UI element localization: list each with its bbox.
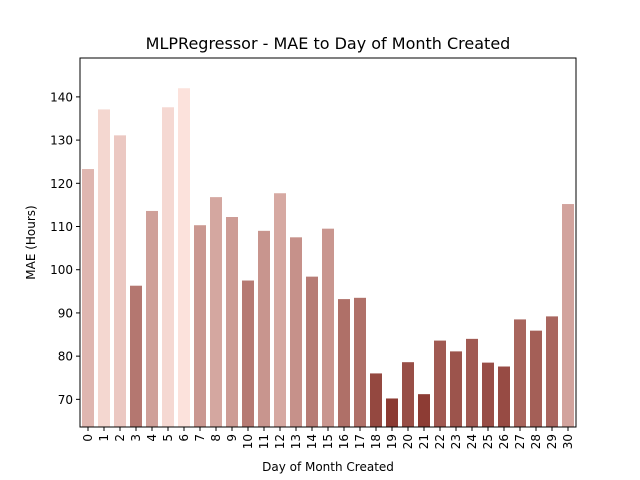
x-tick-label: 6 (177, 434, 191, 442)
bar-day-19 (386, 398, 398, 427)
x-tick-label: 21 (417, 434, 431, 449)
x-tick-label: 24 (465, 434, 479, 449)
x-tick-label: 27 (513, 434, 527, 449)
bar-day-2 (114, 135, 126, 428)
x-tick-label: 23 (449, 434, 463, 449)
x-tick-label: 30 (561, 434, 575, 449)
y-tick-label: 120 (50, 177, 73, 191)
bar-day-12 (274, 193, 286, 427)
bar-day-11 (258, 230, 270, 427)
bar-day-27 (514, 319, 526, 427)
x-tick-label: 19 (385, 434, 399, 449)
x-tick-label: 13 (289, 434, 303, 449)
bar-day-14 (306, 276, 318, 427)
bar-day-1 (98, 109, 110, 427)
x-tick-label: 14 (305, 434, 319, 449)
x-tick-label: 29 (545, 434, 559, 449)
bar-day-13 (290, 237, 302, 427)
bar-day-10 (242, 280, 254, 427)
x-tick-label: 11 (257, 434, 271, 449)
y-tick-label: 110 (50, 220, 73, 234)
x-tick-label: 12 (273, 434, 287, 449)
bar-day-21 (418, 394, 430, 427)
bar-day-4 (146, 210, 158, 427)
x-tick-label: 1 (97, 434, 111, 442)
x-axis-label: Day of Month Created (262, 460, 394, 474)
y-tick-label: 130 (50, 134, 73, 148)
bar-day-15 (322, 228, 334, 427)
x-axis: 0 1 2 3 4 5 6 7 8 9 10 11 12 13 14 15 16 17 18 19 20 21 22 23 24… (81, 427, 575, 449)
y-axis-label: MAE (Hours) (24, 205, 38, 279)
y-tick-label: 140 (50, 90, 73, 104)
y-axis: 70 80 90 100 110 120 130 140 (50, 90, 80, 407)
bar-day-9 (226, 217, 238, 427)
bar-day-26 (498, 366, 510, 427)
x-tick-label: 10 (241, 434, 255, 449)
bar-day-30 (562, 204, 574, 427)
x-tick-label: 25 (481, 434, 495, 449)
bar-day-16 (338, 299, 350, 427)
x-tick-label: 8 (209, 434, 223, 442)
bar-day-7 (194, 225, 206, 427)
bar-day-25 (482, 362, 494, 427)
bars-group (82, 88, 574, 428)
x-tick-label: 15 (321, 434, 335, 449)
x-tick-label: 20 (401, 434, 415, 449)
y-tick-label: 80 (58, 350, 73, 364)
y-tick-label: 100 (50, 263, 73, 277)
x-tick-label: 5 (161, 434, 175, 442)
x-tick-label: 26 (497, 434, 511, 449)
x-tick-label: 0 (81, 434, 95, 442)
bar-day-29 (546, 316, 558, 427)
x-tick-label: 4 (145, 434, 159, 442)
bar-day-18 (370, 373, 382, 427)
x-tick-label: 2 (113, 434, 127, 442)
bar-day-0 (82, 169, 94, 428)
x-tick-label: 3 (129, 434, 143, 442)
bar-day-20 (402, 362, 414, 427)
x-tick-label: 22 (433, 434, 447, 449)
bar-day-23 (450, 351, 462, 427)
x-tick-label: 17 (353, 434, 367, 449)
bar-day-22 (434, 340, 446, 427)
y-tick-label: 90 (58, 306, 73, 320)
bar-day-5 (162, 107, 174, 427)
bar-day-28 (530, 330, 542, 427)
y-tick-label: 70 (58, 393, 73, 407)
x-tick-label: 28 (529, 434, 543, 449)
x-tick-label: 16 (337, 434, 351, 449)
bar-day-3 (130, 285, 142, 427)
bar-day-6 (178, 88, 190, 427)
bar-day-17 (354, 297, 366, 427)
chart-title: MLPRegressor - MAE to Day of Month Creat… (146, 34, 511, 53)
bar-day-24 (466, 338, 478, 427)
x-tick-label: 9 (225, 434, 239, 442)
x-tick-label: 18 (369, 434, 383, 449)
x-tick-label: 7 (193, 434, 207, 442)
bar-day-8 (210, 197, 222, 427)
